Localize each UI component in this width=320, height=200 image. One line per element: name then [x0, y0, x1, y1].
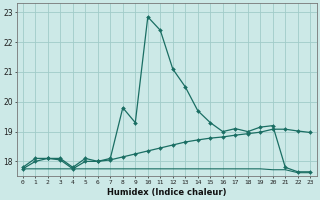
X-axis label: Humidex (Indice chaleur): Humidex (Indice chaleur)	[107, 188, 226, 197]
